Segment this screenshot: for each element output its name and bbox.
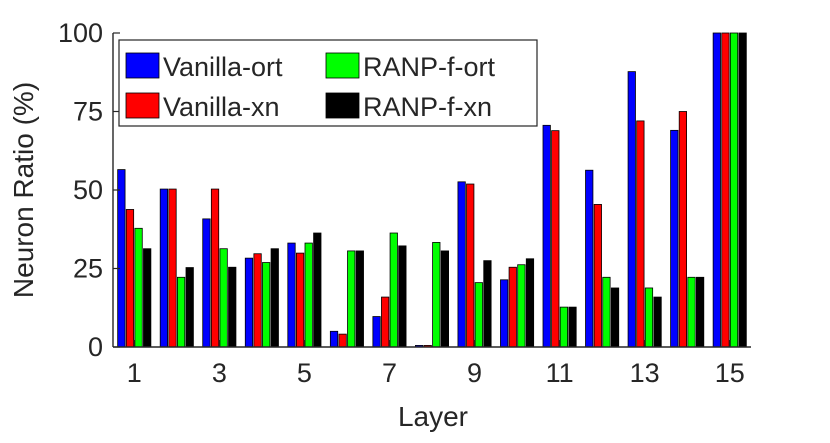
bar-vanilla-ort-layer-2 xyxy=(159,188,168,348)
bar-vanilla-xn-layer-12 xyxy=(593,204,602,348)
bar-ranp-f-xn-layer-2 xyxy=(185,267,194,348)
y-tick-label: 0 xyxy=(88,332,103,362)
bar-ranp-f-ort-layer-15 xyxy=(729,32,739,348)
bar-ranp-f-ort-layer-6 xyxy=(347,250,356,348)
x-tick-label: 9 xyxy=(467,358,482,388)
bar-ranp-f-ort-layer-14 xyxy=(687,276,696,348)
x-tick-label: 15 xyxy=(715,358,745,388)
bar-vanilla-ort-layer-7 xyxy=(372,316,381,348)
x-axis-title: Layer xyxy=(398,401,468,432)
bar-vanilla-xn-layer-3 xyxy=(210,188,220,348)
legend-swatch-ranp-f-xn xyxy=(325,92,360,119)
bar-vanilla-xn-layer-10 xyxy=(508,266,517,348)
bar-ranp-f-xn-layer-11 xyxy=(568,306,577,348)
legend-label-ranp-f-xn: RANP-f-xn xyxy=(363,92,492,122)
bar-ranp-f-xn-layer-9 xyxy=(483,260,492,348)
bar-vanilla-xn-layer-7 xyxy=(381,296,390,348)
bar-vanilla-ort-layer-5 xyxy=(287,242,296,348)
bar-ranp-f-xn-layer-10 xyxy=(525,258,535,348)
legend-label-vanilla-xn: Vanilla-xn xyxy=(163,92,280,122)
bar-ranp-f-ort-layer-1 xyxy=(134,227,143,348)
x-tick-label: 11 xyxy=(546,358,574,388)
x-tick-label: 5 xyxy=(297,358,312,388)
bar-vanilla-xn-layer-11 xyxy=(551,130,560,348)
bar-ranp-f-ort-layer-7 xyxy=(389,232,398,348)
bar-ranp-f-xn-layer-1 xyxy=(143,248,152,348)
legend-label-vanilla-ort: Vanilla-ort xyxy=(163,52,283,82)
bar-ranp-f-xn-layer-6 xyxy=(355,250,364,348)
bar-vanilla-xn-layer-1 xyxy=(125,209,135,348)
x-tick-label: 1 xyxy=(127,358,142,388)
bar-ranp-f-ort-layer-4 xyxy=(262,262,271,348)
bar-vanilla-xn-layer-2 xyxy=(168,188,177,348)
y-tick-label: 75 xyxy=(73,97,103,127)
bar-vanilla-xn-layer-6 xyxy=(338,333,347,348)
bar-ranp-f-xn-layer-8 xyxy=(440,250,450,348)
bar-vanilla-ort-layer-14 xyxy=(670,129,679,348)
legend-swatch-ranp-f-ort xyxy=(325,52,360,79)
bar-vanilla-xn-layer-5 xyxy=(295,252,305,348)
y-axis-title: Neuron Ratio (%) xyxy=(8,82,39,298)
bar-vanilla-xn-layer-15 xyxy=(721,32,730,348)
bar-ranp-f-ort-layer-2 xyxy=(176,276,186,348)
bar-vanilla-ort-layer-15 xyxy=(712,32,721,348)
bar-ranp-f-ort-layer-12 xyxy=(602,276,611,348)
bar-ranp-f-xn-layer-13 xyxy=(653,296,662,348)
bar-vanilla-xn-layer-14 xyxy=(678,111,688,348)
bar-ranp-f-ort-layer-11 xyxy=(559,306,569,348)
y-tick-label: 25 xyxy=(73,254,103,284)
bar-vanilla-ort-layer-10 xyxy=(500,279,509,348)
x-tick-label: 13 xyxy=(630,358,660,388)
bar-ranp-f-ort-layer-8 xyxy=(432,242,441,348)
bar-ranp-f-ort-layer-13 xyxy=(644,287,654,348)
bar-ranp-f-xn-layer-14 xyxy=(696,276,705,348)
bar-ranp-f-xn-layer-7 xyxy=(398,245,407,348)
legend-label-ranp-f-ort: RANP-f-ort xyxy=(363,52,496,82)
bar-ranp-f-xn-layer-4 xyxy=(270,248,279,348)
legend-swatch-vanilla-ort xyxy=(125,52,160,79)
bar-vanilla-xn-layer-4 xyxy=(253,253,262,348)
bar-ranp-f-ort-layer-10 xyxy=(517,264,526,348)
bar-vanilla-ort-layer-11 xyxy=(542,124,551,348)
bar-ranp-f-xn-layer-15 xyxy=(738,32,747,348)
bar-vanilla-ort-layer-4 xyxy=(244,257,254,348)
y-tick-label: 100 xyxy=(58,18,103,48)
y-tick-label: 50 xyxy=(73,175,103,205)
bar-ranp-f-xn-layer-12 xyxy=(610,287,620,348)
bar-vanilla-xn-layer-9 xyxy=(466,183,475,348)
bar-vanilla-ort-layer-12 xyxy=(585,169,594,348)
bar-ranp-f-ort-layer-5 xyxy=(304,242,313,348)
bar-ranp-f-ort-layer-3 xyxy=(219,248,228,348)
bar-vanilla-ort-layer-3 xyxy=(202,218,211,348)
bar-vanilla-ort-layer-9 xyxy=(457,181,466,348)
bars xyxy=(117,32,747,348)
x-tick-label: 3 xyxy=(212,358,227,388)
legend: Vanilla-ort Vanilla-xn RANP-f-ort RANP-f-xn xyxy=(118,39,538,127)
bar-vanilla-ort-layer-13 xyxy=(627,71,636,348)
bar-ranp-f-ort-layer-9 xyxy=(474,282,483,348)
bar-vanilla-ort-layer-1 xyxy=(117,169,126,348)
x-tick-label: 7 xyxy=(382,358,397,388)
legend-swatch-vanilla-xn xyxy=(125,92,160,119)
bar-vanilla-xn-layer-13 xyxy=(636,120,645,348)
bar-ranp-f-xn-layer-5 xyxy=(313,232,322,348)
bar-ranp-f-xn-layer-3 xyxy=(228,266,237,348)
bar-vanilla-ort-layer-6 xyxy=(329,330,339,348)
